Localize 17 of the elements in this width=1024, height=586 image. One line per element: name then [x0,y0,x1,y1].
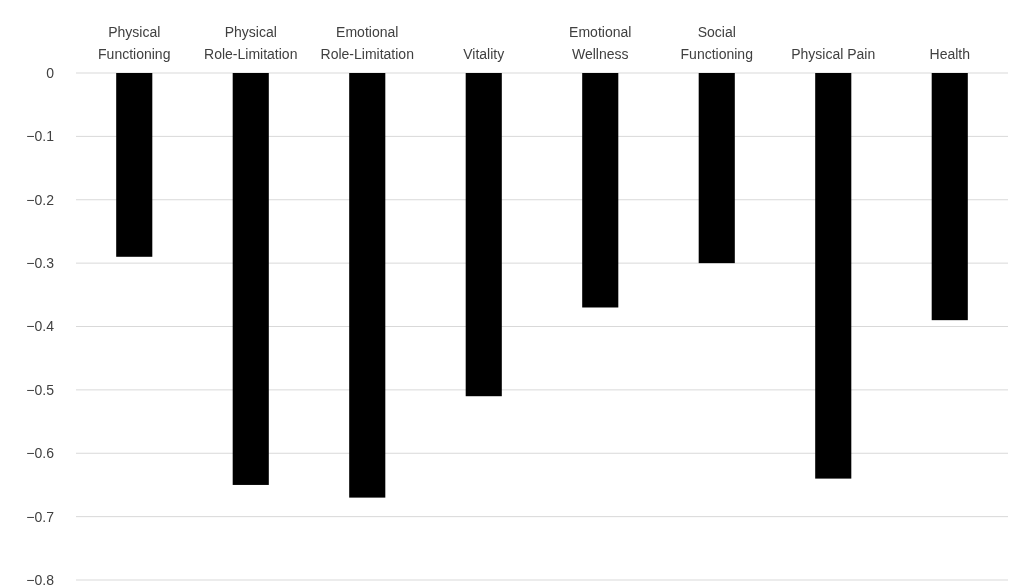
y-tick-label: −0.7 [26,508,55,525]
y-tick-label: −0.3 [26,255,55,272]
y-tick-label: −0.2 [26,191,55,208]
x-tick-label: Vitality [463,46,505,62]
y-tick-label: −0.6 [26,445,55,462]
y-tick-label: −0.5 [26,381,55,398]
y-tick-label: −0.8 [26,571,55,586]
x-tick-label: Social Functioning [680,24,753,62]
y-tick-label: −0.1 [26,128,55,145]
y-tick-label: −0.4 [26,318,55,335]
x-tick-label: Physical Functioning [98,24,171,62]
x-tick-label: Health [929,46,970,62]
x-tick-label: Physical Role-Limitation [204,24,298,62]
x-tick-label: Physical Pain [791,46,876,62]
x-tick-label: Emotional Wellness [569,24,632,62]
x-tick-label: Emotional Role-Limitation [320,24,414,62]
y-tick-label: 0 [46,64,55,81]
